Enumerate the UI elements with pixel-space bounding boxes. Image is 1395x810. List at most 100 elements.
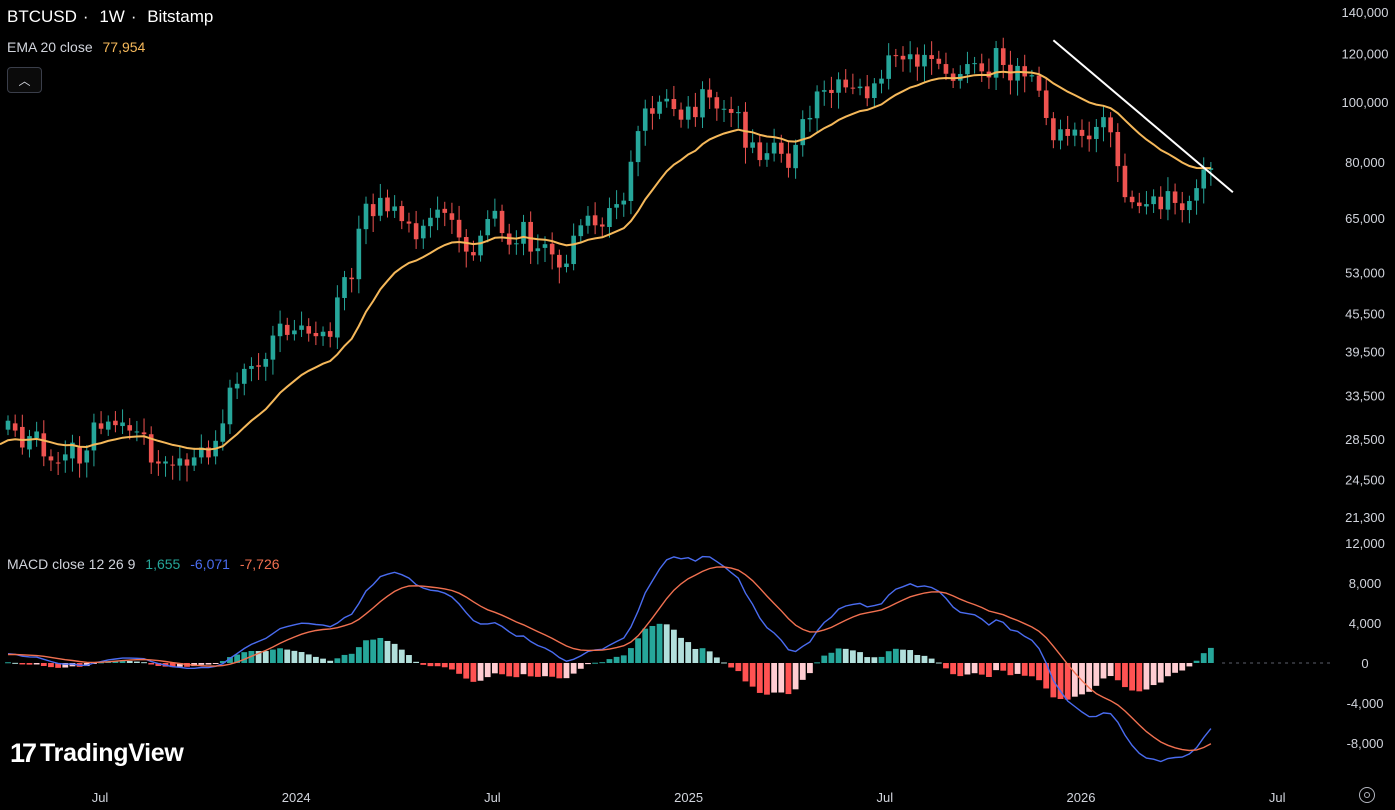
macd-tick-label: 8,000 xyxy=(1349,576,1382,591)
candle-body xyxy=(113,420,118,426)
macd-histogram-bar xyxy=(305,654,312,663)
candle-body xyxy=(1043,90,1049,118)
candle-body xyxy=(306,326,312,334)
candle-body xyxy=(1122,165,1128,198)
candle-body xyxy=(900,55,906,60)
macd-histogram-bar xyxy=(69,663,76,667)
macd-histogram-bar xyxy=(384,640,391,663)
macd-histogram-bar xyxy=(534,663,541,677)
macd-histogram-bar xyxy=(749,663,756,687)
candle-body xyxy=(27,436,32,450)
macd-histogram-bar xyxy=(348,653,355,663)
interval-label: 1W xyxy=(99,7,125,26)
macd-histogram-bar xyxy=(255,651,262,663)
macd-histogram-bar xyxy=(978,663,985,675)
candle-body xyxy=(277,323,283,337)
macd-histogram-bar xyxy=(864,657,871,663)
price-tick-label: 28,500 xyxy=(1345,432,1385,447)
settings-icon[interactable] xyxy=(1359,787,1375,803)
macd-histogram-bar xyxy=(1028,663,1035,677)
macd-histogram-bar xyxy=(391,643,398,663)
macd-histogram-bar xyxy=(921,655,928,663)
candle-body xyxy=(435,209,440,218)
candle-body xyxy=(199,447,204,458)
candle-body xyxy=(1165,191,1171,210)
candle-body xyxy=(721,108,727,110)
macd-histogram-bar xyxy=(234,654,241,663)
candle-body xyxy=(965,64,970,75)
candle-body xyxy=(184,459,190,466)
macd-histogram-bar xyxy=(549,663,556,677)
candle-body xyxy=(499,210,505,234)
ema-legend[interactable]: EMA 20 close 77,954 xyxy=(7,39,151,55)
macd-histogram-bar xyxy=(670,629,677,663)
macd-histogram-bar xyxy=(828,652,835,663)
candle-body xyxy=(671,99,677,110)
macd-axis[interactable]: -8,000 -4,000 0 4,000 8,000 12,000 xyxy=(1345,536,1385,751)
macd-histogram-bar xyxy=(1043,663,1050,689)
candle-body xyxy=(535,248,541,252)
macd-histogram-bar xyxy=(742,663,749,682)
price-axis[interactable]: 21,300 24,500 28,500 33,500 39,500 45,500 53,0… xyxy=(1342,5,1389,525)
macd-histogram-bar xyxy=(513,663,520,678)
candle-body xyxy=(284,324,290,335)
candle-body xyxy=(736,112,741,114)
macd-histogram-bar xyxy=(133,661,140,663)
macd-histogram-bar xyxy=(241,652,248,663)
candle-body xyxy=(728,109,734,113)
tradingview-wordmark: TradingView xyxy=(40,739,184,767)
macd-histogram-bar xyxy=(277,648,283,663)
macd-histogram-bar xyxy=(642,628,649,663)
symbol-title[interactable]: BTCUSD · 1W · Bitstamp xyxy=(7,7,219,27)
macd-histogram-bar xyxy=(19,663,26,665)
candle-body xyxy=(463,237,469,252)
macd-histogram-bar xyxy=(456,663,462,674)
price-tick-label: 21,300 xyxy=(1345,510,1385,525)
candle-body xyxy=(263,358,269,367)
candle-body xyxy=(571,235,576,265)
price-tick-label: 53,000 xyxy=(1345,266,1385,281)
candle-body xyxy=(599,224,605,227)
candle-body xyxy=(757,142,763,161)
candle-body xyxy=(843,79,849,88)
candle-body xyxy=(1051,118,1056,141)
macd-histogram-bar xyxy=(1129,663,1136,691)
candle-body xyxy=(1158,196,1164,210)
candle-body xyxy=(12,423,18,431)
macd-histogram-bar xyxy=(570,663,577,674)
candle-body xyxy=(564,263,569,268)
macd-histogram-bar xyxy=(585,663,591,665)
candle-body xyxy=(929,55,934,59)
price-tick-label: 140,000 xyxy=(1342,5,1389,20)
macd-histogram-bar xyxy=(1179,663,1186,671)
macd-histogram-bar xyxy=(320,658,326,663)
tradingview-logo[interactable]: 17 TradingView xyxy=(10,738,184,769)
candle-body xyxy=(542,244,548,248)
macd-histogram-bar xyxy=(341,654,348,663)
macd-histogram-bar xyxy=(1172,663,1178,673)
candle-body xyxy=(428,217,433,227)
macd-histogram-bar xyxy=(914,654,921,663)
trend-line[interactable] xyxy=(1052,39,1234,193)
macd-histogram-bar xyxy=(928,658,935,663)
price-tick-label: 80,000 xyxy=(1345,155,1385,170)
candle-body xyxy=(5,420,11,430)
candle-body xyxy=(442,208,448,213)
candle-body xyxy=(191,457,197,466)
macd-histogram-bar xyxy=(656,623,663,663)
candle-body xyxy=(836,79,841,93)
macd-tick-label: 4,000 xyxy=(1349,616,1382,631)
candle-body xyxy=(1194,188,1199,201)
candle-body xyxy=(320,331,326,337)
candle-body xyxy=(915,54,920,67)
candle-body xyxy=(62,454,68,461)
macd-histogram-bar xyxy=(842,648,849,663)
macd-histogram-bar xyxy=(1057,663,1064,699)
collapse-legend-button[interactable]: ︿ xyxy=(7,67,42,93)
macd-histogram-bar xyxy=(83,663,90,667)
macd-legend[interactable]: MACD close 12 26 9 1,655 -6,071 -7,726 xyxy=(7,556,286,572)
time-axis[interactable]: Jul 2024 Jul 2025 Jul 2026 Jul xyxy=(92,790,1286,805)
candle-body xyxy=(206,447,211,458)
macd-histogram-bar xyxy=(1193,660,1200,663)
